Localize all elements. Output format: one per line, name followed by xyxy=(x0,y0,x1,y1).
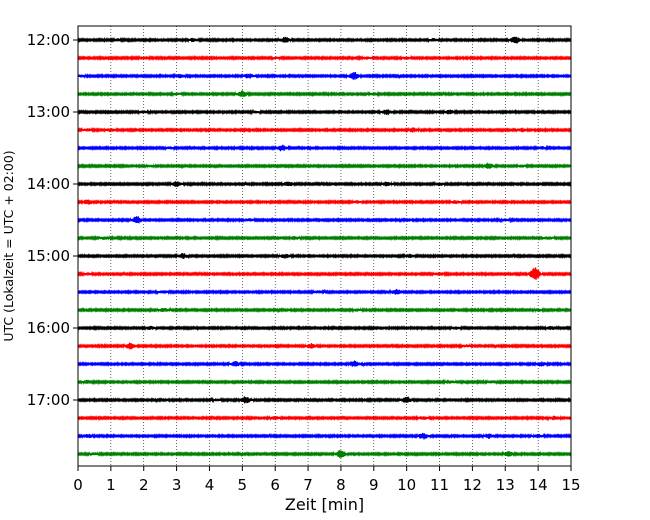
x-tick-label: 7 xyxy=(303,476,313,494)
y-tick-label: 16:00 xyxy=(27,319,70,337)
trace-1430 xyxy=(77,216,572,224)
x-tick-label: 9 xyxy=(369,476,379,494)
trace-1545 xyxy=(77,306,572,314)
x-axis-ticks: 0 1 2 3 4 5 6 7 8 9 10 11 12 13 14 15 xyxy=(73,466,581,494)
y-tick-label: 17:00 xyxy=(27,391,70,409)
traces xyxy=(77,36,572,458)
grid xyxy=(110,26,539,466)
x-tick-label: 5 xyxy=(238,476,248,494)
trace-1330 xyxy=(77,144,572,152)
x-tick-label: 6 xyxy=(270,476,280,494)
trace-1245 xyxy=(77,90,572,98)
y-tick-label: 15:00 xyxy=(27,247,70,265)
x-tick-label: 2 xyxy=(139,476,149,494)
trace-1515 xyxy=(77,267,572,281)
x-tick-label: 0 xyxy=(73,476,83,494)
trace-1715 xyxy=(77,414,572,422)
trace-1645 xyxy=(77,378,572,386)
y-tick-label: 13:00 xyxy=(27,103,70,121)
x-tick-label: 1 xyxy=(106,476,116,494)
x-tick-label: 11 xyxy=(430,476,449,494)
trace-1300 xyxy=(77,108,572,116)
y-axis-label: UTC (Lokalzeit = UTC + 02:00) xyxy=(1,150,16,341)
trace-1615 xyxy=(77,342,572,350)
x-tick-label: 3 xyxy=(172,476,182,494)
x-tick-label: 12 xyxy=(463,476,482,494)
trace-1730 xyxy=(77,432,572,440)
trace-1500 xyxy=(77,252,572,260)
x-tick-label: 13 xyxy=(496,476,515,494)
x-tick-label: 10 xyxy=(397,476,416,494)
y-axis-ticks: 12:00 13:00 14:00 15:00 16:00 17:00 xyxy=(27,31,78,409)
trace-1215 xyxy=(77,54,572,62)
x-tick-label: 15 xyxy=(561,476,580,494)
trace-1230 xyxy=(77,71,572,80)
trace-1630 xyxy=(77,360,572,368)
trace-1315 xyxy=(77,126,572,134)
trace-1345 xyxy=(77,162,572,170)
trace-1530 xyxy=(77,288,572,296)
x-tick-label: 14 xyxy=(529,476,548,494)
x-axis-label: Zeit [min] xyxy=(285,495,364,514)
trace-1700 xyxy=(77,396,572,404)
trace-1745 xyxy=(77,450,572,458)
trace-1415 xyxy=(77,198,572,206)
trace-1445 xyxy=(77,234,572,242)
y-tick-label: 14:00 xyxy=(27,175,70,193)
trace-1200 xyxy=(77,36,572,44)
trace-1400 xyxy=(77,180,572,188)
y-tick-label: 12:00 xyxy=(27,31,70,49)
trace-1600 xyxy=(77,324,572,332)
x-tick-label: 8 xyxy=(336,476,346,494)
plot-frame xyxy=(77,25,572,467)
x-tick-label: 4 xyxy=(205,476,215,494)
